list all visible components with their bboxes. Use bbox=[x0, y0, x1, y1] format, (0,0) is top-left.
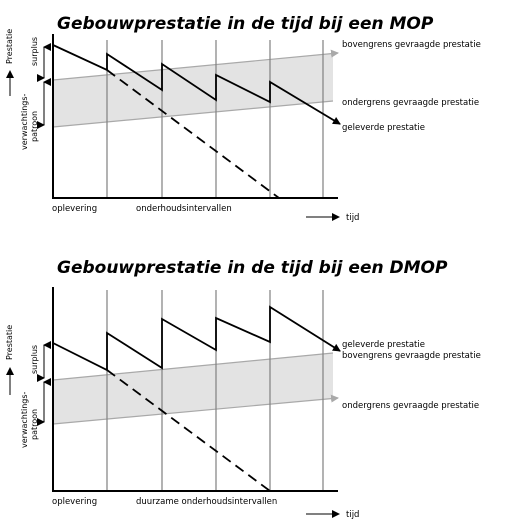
mop-y-axis-label: Prestatie bbox=[5, 29, 14, 64]
mop-expectation-label-1: verwachtings- bbox=[20, 93, 29, 150]
dmop-delivered-label: geleverde prestatie bbox=[342, 340, 425, 350]
dmop-time-label: tijd bbox=[346, 510, 359, 520]
mop-unmaintained-decline bbox=[106, 69, 280, 199]
dmop-expectation-label-1: verwachtings- bbox=[20, 391, 29, 448]
dmop-y-axis-label: Prestatie bbox=[5, 325, 14, 360]
dmop-upper-bound-line bbox=[52, 352, 334, 381]
dmop-lower-bound-line bbox=[52, 394, 339, 425]
dmop-diagram: Gebouwprestatie in de tijd bij een DMOP … bbox=[5, 258, 481, 520]
dmop-delivered-performance-line bbox=[52, 305, 341, 372]
dmop-surplus-label: surplus bbox=[30, 345, 39, 374]
dmop-unmaintained-decline bbox=[106, 369, 271, 492]
mop-title: Gebouwprestatie in de tijd bij een MOP bbox=[57, 14, 434, 34]
mop-time-label: tijd bbox=[346, 213, 359, 223]
dmop-handover-label: oplevering bbox=[52, 497, 97, 507]
mop-requested-band bbox=[53, 53, 333, 127]
mop-expectation-label-2: patroon bbox=[30, 111, 39, 142]
mop-delivered-label: geleverde prestatie bbox=[342, 123, 425, 133]
mop-delivered-performance-line bbox=[52, 44, 341, 125]
dmop-expectation-label-2: patroon bbox=[30, 409, 39, 440]
dmop-lower-bound-label: ondergrens gevraagde prestatie bbox=[342, 401, 479, 411]
dmop-requested-band bbox=[53, 353, 333, 424]
mop-surplus-label: surplus bbox=[30, 37, 39, 66]
mop-upper-bound-label: bovengrens gevraagde prestatie bbox=[342, 40, 481, 50]
mop-intervals-label: onderhoudsintervallen bbox=[136, 204, 232, 214]
dmop-title: Gebouwprestatie in de tijd bij een DMOP bbox=[57, 258, 448, 278]
mop-handover-label: oplevering bbox=[52, 204, 97, 214]
dmop-intervals-label: duurzame onderhoudsintervallen bbox=[136, 497, 277, 507]
mop-lower-bound-label: ondergrens gevraagde prestatie bbox=[342, 98, 479, 108]
mop-diagram: Gebouwprestatie in de tijd bij een MOP P… bbox=[5, 14, 481, 223]
dmop-upper-bound-label: bovengrens gevraagde prestatie bbox=[342, 351, 481, 361]
mop-upper-bound-line bbox=[52, 49, 339, 81]
mop-lower-bound-line bbox=[52, 100, 334, 128]
